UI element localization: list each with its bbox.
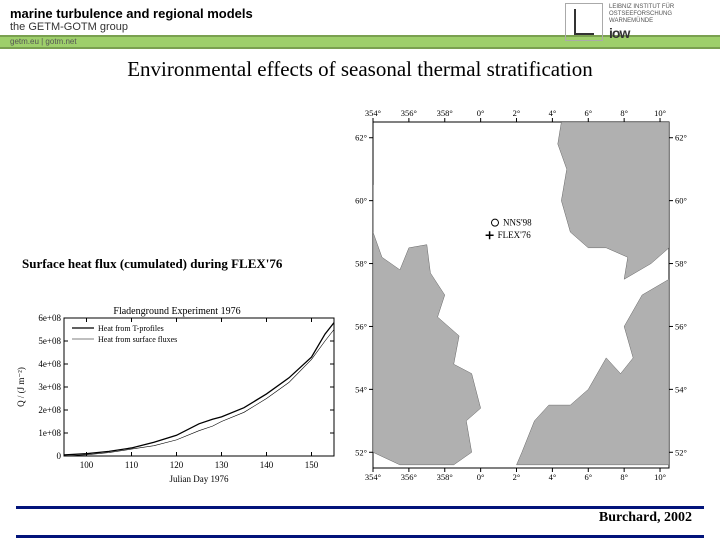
logo-line2: OSTSEEFORSCHUNG [609, 11, 674, 18]
svg-text:1e+08: 1e+08 [38, 428, 61, 438]
svg-text:2°: 2° [513, 472, 521, 482]
svg-text:Q / (J m⁻²): Q / (J m⁻²) [16, 367, 26, 407]
svg-text:58°: 58° [355, 259, 367, 269]
svg-text:62°: 62° [675, 133, 687, 143]
institute-logo: LEIBNIZ INSTITUT FÜR OSTSEEFORSCHUNG WAR… [565, 0, 715, 44]
svg-text:110: 110 [125, 460, 139, 470]
svg-text:8°: 8° [620, 472, 628, 482]
svg-text:52°: 52° [675, 447, 687, 457]
svg-text:60°: 60° [355, 196, 367, 206]
svg-text:3e+08: 3e+08 [38, 382, 61, 392]
svg-text:354°: 354° [365, 108, 381, 118]
svg-text:8°: 8° [620, 108, 628, 118]
svg-text:150: 150 [305, 460, 319, 470]
page-title: Environmental effects of seasonal therma… [0, 57, 720, 82]
svg-text:2e+08: 2e+08 [38, 405, 61, 415]
slide-footer: Burchard, 2002 [0, 506, 720, 540]
svg-text:10°: 10° [654, 472, 666, 482]
svg-text:52°: 52° [355, 447, 367, 457]
svg-text:130: 130 [215, 460, 229, 470]
logo-icon [565, 3, 603, 41]
svg-text:Heat from T-profiles: Heat from T-profiles [98, 324, 164, 333]
svg-text:6°: 6° [584, 472, 592, 482]
svg-text:58°: 58° [675, 259, 687, 269]
svg-text:54°: 54° [355, 384, 367, 394]
svg-text:354°: 354° [365, 472, 381, 482]
svg-text:NNS'98: NNS'98 [503, 218, 532, 228]
svg-text:54°: 54° [675, 384, 687, 394]
svg-text:5e+08: 5e+08 [38, 336, 61, 346]
svg-text:FLEX'76: FLEX'76 [498, 230, 532, 240]
svg-text:62°: 62° [355, 133, 367, 143]
svg-text:10°: 10° [654, 108, 666, 118]
svg-text:Heat from surface fluxes: Heat from surface fluxes [98, 335, 177, 344]
logo-iow: iow [609, 25, 674, 41]
svg-text:120: 120 [170, 460, 184, 470]
logo-line3: WARNEMÜNDE [609, 18, 674, 25]
logo-line1: LEIBNIZ INSTITUT FÜR [609, 4, 674, 11]
svg-text:2°: 2° [513, 108, 521, 118]
svg-text:0°: 0° [477, 472, 485, 482]
svg-text:Julian Day 1976: Julian Day 1976 [170, 474, 229, 484]
north-sea-map: 354° 354° 356° 356° 358° 358° 0° 0° 2° 2° 4° 4° 6° 6°… [345, 106, 697, 484]
svg-text:4e+08: 4e+08 [38, 359, 61, 369]
svg-text:4°: 4° [549, 472, 557, 482]
svg-text:358°: 358° [437, 108, 453, 118]
svg-text:0: 0 [57, 451, 62, 461]
svg-text:140: 140 [260, 460, 274, 470]
svg-text:356°: 356° [401, 108, 417, 118]
svg-text:100: 100 [80, 460, 94, 470]
svg-text:56°: 56° [675, 321, 687, 331]
svg-text:60°: 60° [675, 196, 687, 206]
svg-text:56°: 56° [355, 321, 367, 331]
svg-text:Fladenground Experiment 1976: Fladenground Experiment 1976 [113, 306, 240, 317]
citation-text: Burchard, 2002 [599, 510, 692, 526]
svg-text:6e+08: 6e+08 [38, 313, 61, 323]
svg-text:6°: 6° [584, 108, 592, 118]
svg-text:0°: 0° [477, 108, 485, 118]
heat-flux-chart: Fladenground Experiment 1976 0 1e+08 2e+08 3… [12, 304, 342, 484]
svg-text:356°: 356° [401, 472, 417, 482]
chart-caption: Surface heat flux (cumulated) during FLE… [22, 256, 302, 272]
svg-text:4°: 4° [549, 108, 557, 118]
svg-text:358°: 358° [437, 472, 453, 482]
